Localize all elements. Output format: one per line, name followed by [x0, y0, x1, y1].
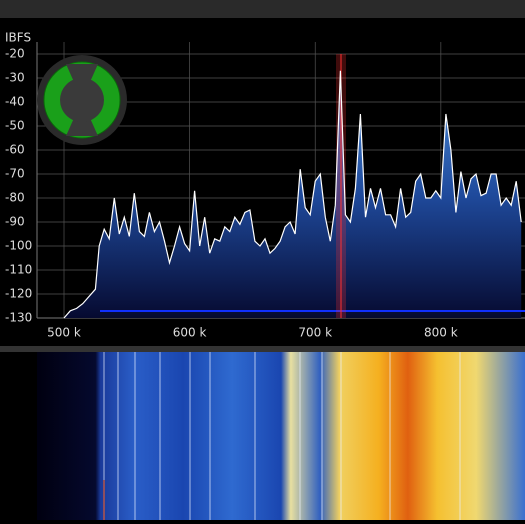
- x-tick-label: 500 k: [47, 326, 81, 340]
- x-tick-label: 700 k: [298, 326, 332, 340]
- y-tick-label: -110: [5, 263, 32, 277]
- y-tick-label: -30: [5, 71, 25, 85]
- y-tick-label: -130: [5, 311, 32, 325]
- gain-widget: [37, 55, 127, 145]
- y-tick-label: -90: [5, 215, 25, 229]
- y-tick-label: -80: [5, 191, 25, 205]
- separator: [0, 346, 525, 352]
- y-tick-label: -20: [5, 47, 25, 61]
- waterfall: [37, 352, 525, 520]
- spectrum-fill: [64, 70, 522, 318]
- y-axis-label: IBFS: [5, 31, 31, 45]
- y-tick-label: -40: [5, 95, 25, 109]
- y-tick-label: -100: [5, 239, 32, 253]
- y-tick-label: -70: [5, 167, 25, 181]
- y-tick-label: -120: [5, 287, 32, 301]
- x-tick-label: 600 k: [173, 326, 207, 340]
- spectrum-line: [63, 70, 522, 319]
- y-tick-label: -60: [5, 143, 25, 157]
- toolbar: [0, 0, 525, 18]
- y-tick-label: -50: [5, 119, 25, 133]
- x-tick-label: 800 k: [424, 326, 458, 340]
